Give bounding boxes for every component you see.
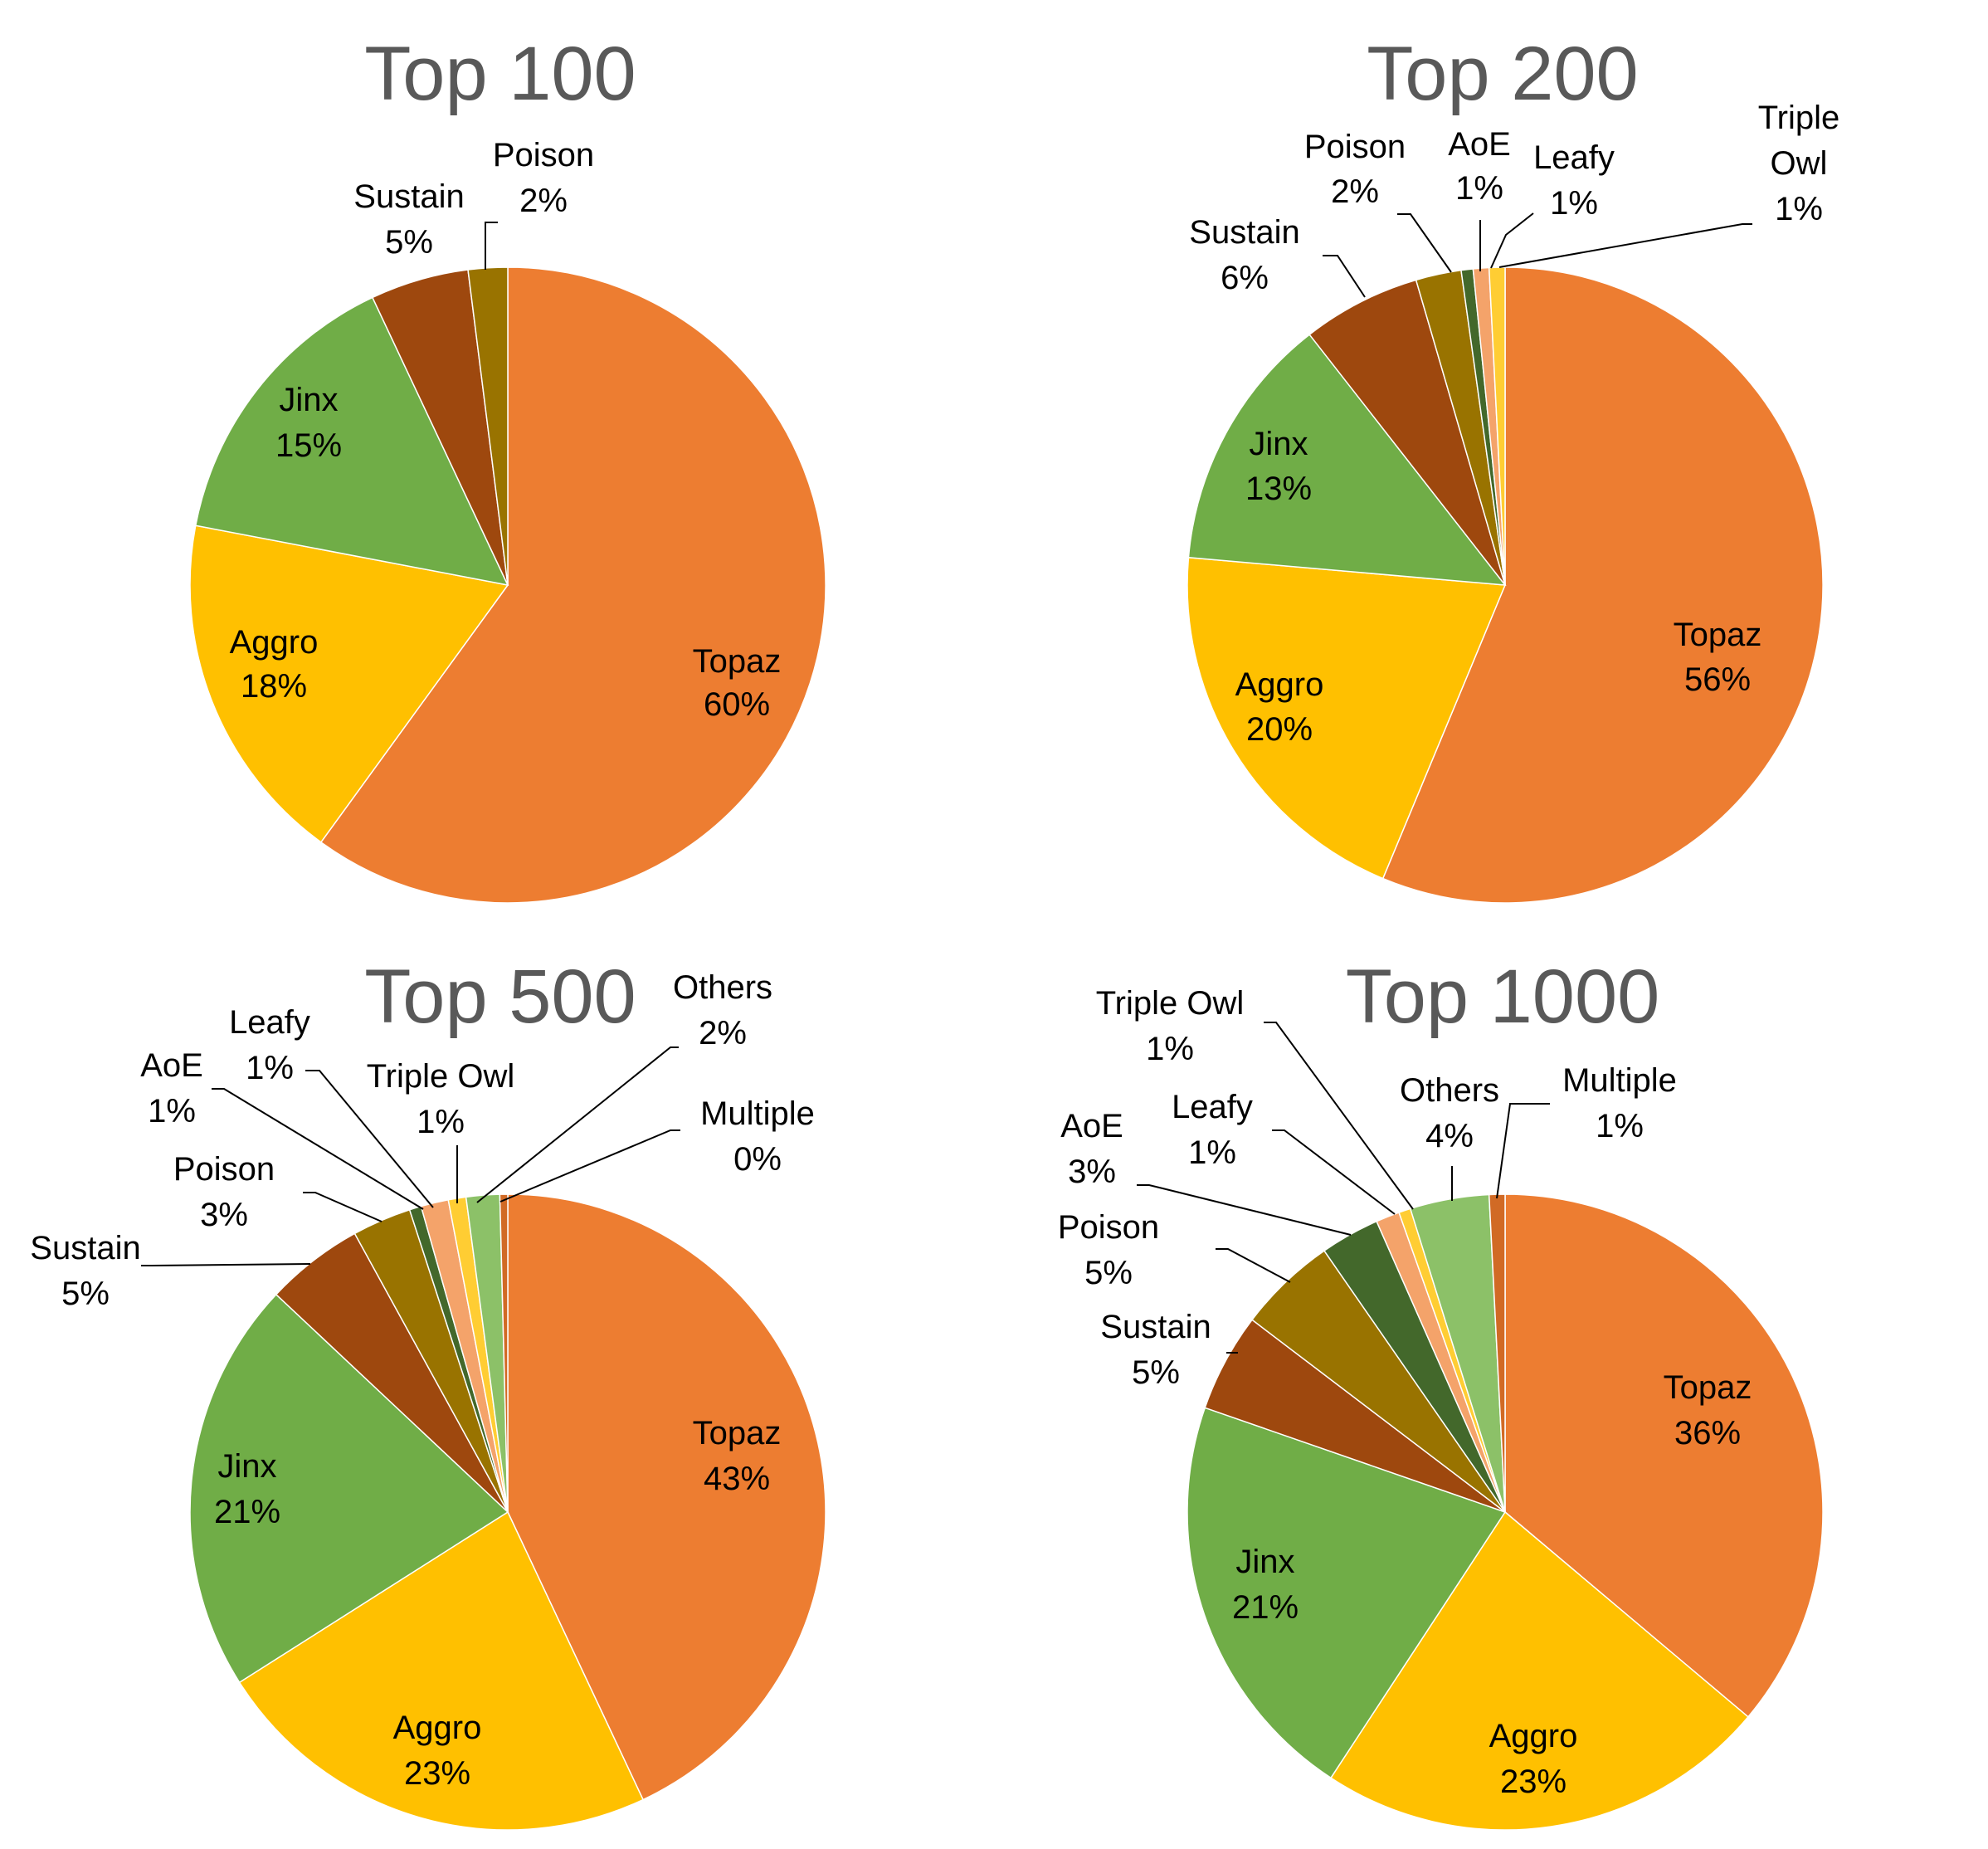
slice-sustain: [1308, 279, 1506, 586]
data-label-aggro: Aggro 20%: [1235, 666, 1324, 748]
leader-line-sustain: [1323, 255, 1366, 298]
slice-jinx: [194, 296, 509, 587]
data-label-multiple: Multiple 1%: [1562, 1062, 1677, 1144]
data-label-triple-owl: Triple Owl 1%: [1758, 100, 1840, 227]
data-label-poison: Poison 3%: [173, 1151, 275, 1233]
data-label-poison: Poison 2%: [493, 137, 594, 219]
leader-line-others: [476, 1046, 679, 1203]
leader-line-triple-owl: [1498, 223, 1752, 268]
chart-title: Top 500: [364, 954, 636, 1039]
pie-chart-top-500: Top 500 Topaz 43% Aggro 23% Jinx 21% Sustain 5% P…: [30, 954, 826, 1831]
data-label-jinx: Jinx 13%: [1245, 426, 1312, 507]
slice-aggro: [1329, 1510, 1749, 1831]
slice-multiple: [499, 1193, 509, 1513]
leader-line-multiple: [499, 1129, 680, 1203]
chart-title: Top 200: [1367, 32, 1638, 116]
data-label-topaz: Topaz 56%: [1674, 617, 1762, 698]
data-label-aoe: AoE 1%: [1448, 126, 1511, 207]
data-label-poison: Poison 2%: [1304, 129, 1406, 210]
leader-line-triple-owl: [1264, 1022, 1414, 1210]
slice-topaz: [1504, 1193, 1824, 1718]
slice-aggro: [189, 524, 509, 843]
leader-line-multiple: [1496, 1103, 1550, 1199]
data-label-aggro: Aggro 23%: [1489, 1718, 1578, 1800]
slice-topaz: [319, 266, 826, 904]
data-label-aoe: AoE 1%: [140, 1047, 203, 1129]
data-label-sustain: Sustain 5%: [30, 1230, 140, 1312]
leader-line-aoe: [1137, 1184, 1352, 1236]
slice-poison: [467, 266, 509, 586]
slice-jinx: [1187, 334, 1507, 586]
leader-line-leafy: [1490, 212, 1534, 269]
data-label-triple-owl: Triple Owl 1%: [367, 1058, 515, 1140]
data-label-leafy: Leafy 1%: [229, 1004, 310, 1086]
data-label-aoe: AoE 3%: [1060, 1108, 1123, 1190]
slice-topaz: [1381, 266, 1824, 904]
data-label-leafy: Leafy 1%: [1533, 139, 1615, 222]
slice-aggro: [1186, 556, 1507, 880]
data-label-sustain: Sustain 5%: [1100, 1309, 1211, 1391]
data-label-others: Others 4%: [1400, 1072, 1499, 1154]
slice-topaz: [507, 1193, 826, 1801]
leader-line-sustain: [141, 1263, 311, 1266]
slice-jinx: [1186, 1407, 1507, 1779]
leader-line-leafy: [1272, 1129, 1396, 1215]
data-label-triple-owl: Triple Owl 1%: [1096, 985, 1245, 1067]
data-label-leafy: Leafy 1%: [1172, 1089, 1253, 1171]
leader-line-poison: [303, 1192, 382, 1222]
pie-chart-top-200: Top 200 Topaz 56% Aggro 20% Jinx 13% Sustain 6%P…: [1186, 32, 1840, 904]
data-label-sustain: Sustain 5%: [353, 178, 464, 261]
leader-line-aoe: [212, 1088, 424, 1210]
slice-jinx: [189, 1293, 509, 1684]
data-label-jinx: Jinx 15%: [275, 382, 342, 464]
data-label-multiple: Multiple 0%: [700, 1095, 815, 1178]
leader-line-poison: [1216, 1248, 1291, 1283]
leader-line-poison: [485, 222, 498, 270]
data-label-topaz: Topaz 43%: [693, 1415, 782, 1497]
slice-aggro: [238, 1510, 645, 1831]
data-label-topaz: Topaz 36%: [1664, 1369, 1752, 1451]
leader-line-poison: [1397, 213, 1452, 273]
pie-chart-top-100: Top 100 Topaz 60% Aggro 18% Jinx 15% Sustain 5% P…: [189, 32, 826, 904]
chart-title: Top 100: [364, 32, 636, 116]
data-label-others: Others 2%: [673, 969, 772, 1051]
chart-title: Top 1000: [1346, 954, 1660, 1039]
data-label-sustain: Sustain 6%: [1189, 214, 1299, 296]
data-label-jinx: Jinx 21%: [1232, 1544, 1299, 1626]
data-label-aggro: Aggro 23%: [393, 1710, 482, 1792]
data-label-aggro: Aggro 18%: [230, 624, 319, 705]
pie-chart-top-1000: Top 1000 Topaz 36% Aggro 23% Jinx 21% Sustain 5%…: [1058, 954, 1824, 1831]
leader-line-leafy: [305, 1070, 434, 1208]
slice-triple-owl: [1488, 266, 1506, 586]
data-label-topaz: Topaz 60%: [693, 643, 782, 723]
data-label-jinx: Jinx 21%: [214, 1448, 280, 1530]
data-label-poison: Poison 5%: [1058, 1209, 1159, 1291]
